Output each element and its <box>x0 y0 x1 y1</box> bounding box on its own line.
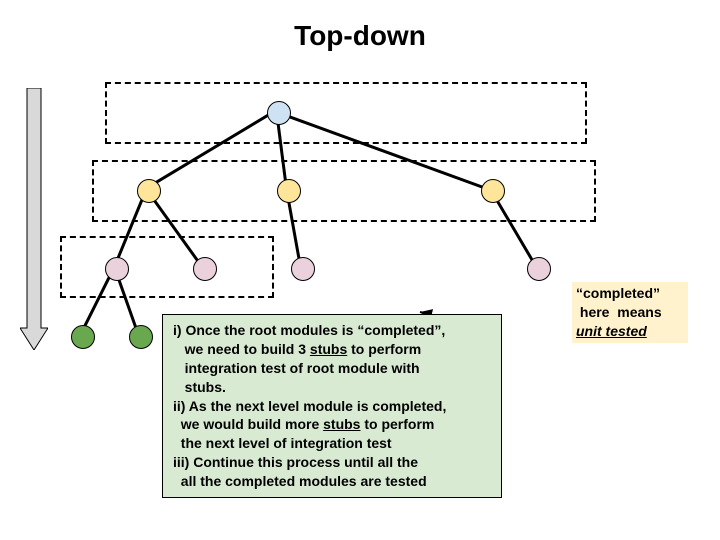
node-l2a <box>105 257 129 281</box>
node-l3a <box>71 325 95 349</box>
node-l1a <box>137 179 161 203</box>
page-title: Top-down <box>0 20 720 52</box>
node-l2d <box>527 257 551 281</box>
dashed-box-level-2 <box>60 236 274 298</box>
node-l2c <box>291 257 315 281</box>
node-l1b <box>277 179 301 203</box>
note-box: “completed” here meansunit tested <box>572 282 688 343</box>
node-l1c <box>481 179 505 203</box>
dashed-box-level-0 <box>105 82 587 144</box>
explanation-box: i) Once the root modules is “completed”,… <box>162 314 502 498</box>
node-l2b <box>193 257 217 281</box>
node-root <box>267 101 291 125</box>
node-l3b <box>129 325 153 349</box>
dashed-box-level-1 <box>92 160 596 222</box>
